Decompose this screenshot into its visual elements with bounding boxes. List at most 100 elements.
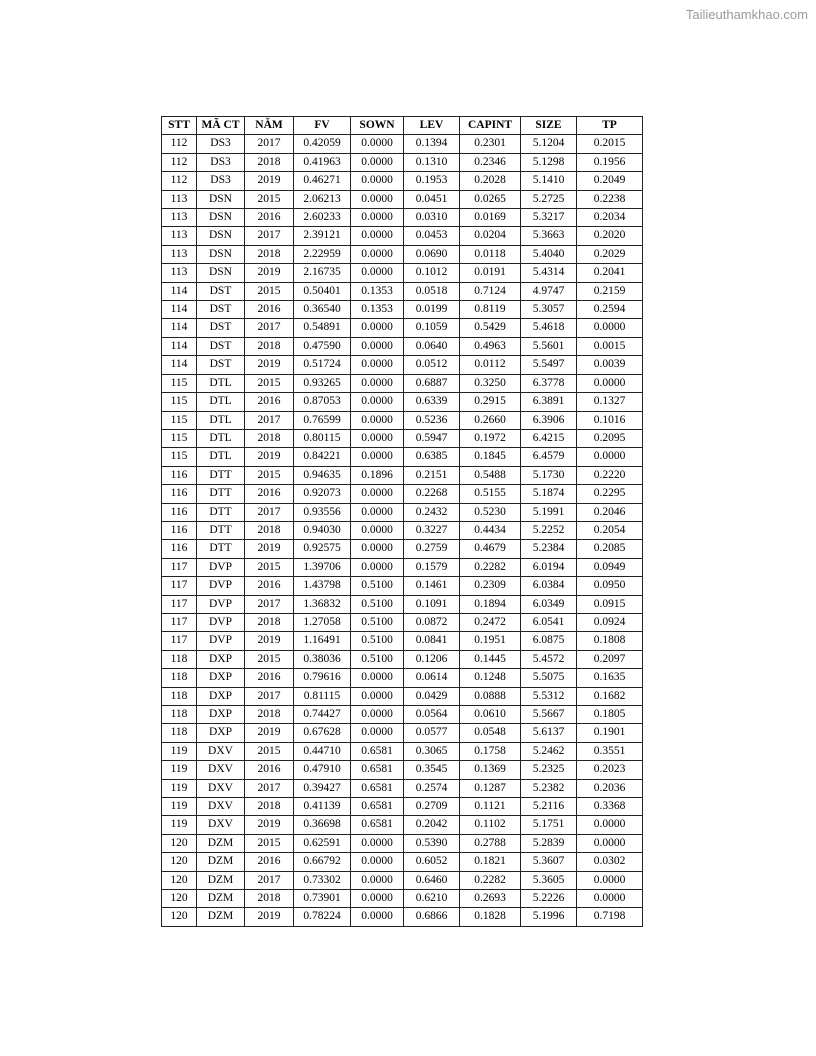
table-cell: 0.1445: [459, 649, 521, 670]
table-cell: DTT: [196, 502, 245, 522]
table-row: 118 DXP 2016 0.79616 0.0000 0.0614 0.1248 5.507…: [161, 668, 643, 688]
table-cell: 0.1901: [576, 723, 643, 743]
table-cell: 0.0000: [350, 520, 404, 541]
table-cell: 6.0349: [520, 594, 577, 614]
table-cell: 116: [161, 539, 197, 559]
table-cell: 2018: [244, 612, 294, 633]
table-cell: 0.5488: [459, 465, 521, 486]
table-cell: DTT: [196, 465, 245, 486]
table-cell: 0.2301: [459, 134, 521, 154]
table-cell: 0.1394: [403, 134, 460, 154]
table-cell: 2.22959: [293, 244, 351, 265]
table-cell: 0.0548: [459, 723, 521, 743]
table-cell: DS3: [196, 171, 245, 191]
table-cell: 0.0000: [350, 189, 404, 210]
column-header: NĂM: [244, 115, 294, 136]
table-cell: 2015: [244, 373, 294, 394]
table-cell: 112: [161, 152, 197, 173]
table-cell: 6.3778: [520, 373, 577, 394]
table-cell: 5.4040: [520, 244, 577, 265]
table-cell: 0.0640: [403, 336, 460, 357]
table-cell: 0.0118: [459, 244, 521, 265]
table-cell: 0.1808: [576, 631, 643, 651]
table-cell: 0.8119: [459, 300, 521, 320]
table-cell: 0.0000: [350, 355, 404, 375]
table-cell: 0.4679: [459, 539, 521, 559]
table-cell: 115: [161, 447, 197, 467]
table-row: 120 DZM 2017 0.73302 0.0000 0.6460 0.2282 5.360…: [161, 870, 643, 891]
table-row: 115 DTL 2019 0.84221 0.0000 0.6385 0.1845 6.457…: [161, 447, 643, 467]
table-cell: 2018: [244, 336, 294, 357]
table-cell: 2018: [244, 704, 294, 725]
table-cell: 0.2020: [576, 226, 643, 246]
table-cell: 0.0000: [350, 889, 404, 909]
table-row: 112 DS3 2018 0.41963 0.0000 0.1310 0.2346 5.129…: [161, 152, 643, 173]
table-header-row: STT MÃ CT NĂM FV SOWN LEV CAPINT SIZE TP: [161, 115, 643, 136]
table-cell: 2017: [244, 502, 294, 522]
table-cell: 0.42059: [293, 134, 351, 154]
table-row: 116 DTT 2019 0.92575 0.0000 0.2759 0.4679 5.238…: [161, 539, 643, 559]
table-cell: 0.41139: [293, 797, 351, 817]
table-row: 117 DVP 2015 1.39706 0.0000 0.1579 0.2282 6.019…: [161, 557, 643, 578]
table-cell: 5.2382: [520, 778, 577, 799]
table-cell: 0.2309: [459, 576, 521, 596]
column-header: TP: [576, 115, 643, 136]
table-cell: 0.2042: [403, 815, 460, 835]
table-cell: 0.2693: [459, 889, 521, 909]
table-cell: 115: [161, 373, 197, 394]
table-cell: 0.51724: [293, 355, 351, 375]
table-cell: 0.1206: [403, 649, 460, 670]
table-cell: DVP: [196, 594, 245, 614]
table-row: 112 DS3 2017 0.42059 0.0000 0.1394 0.2301 5.120…: [161, 134, 643, 154]
table-cell: 0.6581: [350, 778, 404, 799]
table-cell: 0.2594: [576, 300, 643, 320]
table-cell: 119: [161, 760, 197, 780]
table-cell: 0.3368: [576, 797, 643, 817]
table-row: 115 DTL 2016 0.87053 0.0000 0.6339 0.2915 6.389…: [161, 392, 643, 412]
table-cell: 5.3057: [520, 300, 577, 320]
table-cell: 0.5155: [459, 484, 521, 504]
table-cell: 5.3605: [520, 870, 577, 891]
table-cell: 0.0841: [403, 631, 460, 651]
table-cell: 0.0000: [350, 907, 404, 927]
table-cell: DSN: [196, 244, 245, 265]
table-cell: 0.0112: [459, 355, 521, 375]
table-cell: 0.0000: [350, 668, 404, 688]
table-cell: 0.0000: [350, 723, 404, 743]
table-cell: 6.0384: [520, 576, 577, 596]
table-cell: DS3: [196, 152, 245, 173]
table-cell: 115: [161, 410, 197, 430]
table-cell: 117: [161, 631, 197, 651]
table-cell: 0.0000: [350, 244, 404, 265]
table-cell: 0.0000: [350, 263, 404, 283]
table-cell: 2018: [244, 244, 294, 265]
table-cell: 117: [161, 594, 197, 614]
table-cell: 0.92575: [293, 539, 351, 559]
table-cell: 0.92073: [293, 484, 351, 504]
table-cell: 0.3227: [403, 520, 460, 541]
table-cell: 0.0000: [576, 870, 643, 891]
table-cell: DTT: [196, 520, 245, 541]
table-cell: 0.6210: [403, 889, 460, 909]
table-row: 118 DXP 2018 0.74427 0.0000 0.0564 0.0610 5.566…: [161, 704, 643, 725]
table-cell: 120: [161, 889, 197, 909]
table-cell: 0.2268: [403, 484, 460, 504]
table-cell: 0.0000: [576, 889, 643, 909]
table-cell: 0.1327: [576, 392, 643, 412]
table-cell: 0.1821: [459, 852, 521, 872]
table-cell: 0.0000: [350, 502, 404, 522]
table-cell: 0.5230: [459, 502, 521, 522]
table-cell: 114: [161, 281, 197, 302]
table-cell: 0.0000: [576, 815, 643, 835]
table-row: 119 DXV 2019 0.36698 0.6581 0.2042 0.1102 5.175…: [161, 815, 643, 835]
table-cell: 0.81115: [293, 686, 351, 707]
table-cell: 0.2029: [576, 244, 643, 265]
table-cell: 0.0000: [350, 833, 404, 854]
table-cell: 0.54891: [293, 318, 351, 338]
data-table: STT MÃ CT NĂM FV SOWN LEV CAPINT SIZE TP 112 DS3 2…: [161, 115, 643, 927]
table-cell: 0.38036: [293, 649, 351, 670]
table-row: 116 DTT 2018 0.94030 0.0000 0.3227 0.4434 5.225…: [161, 520, 643, 541]
table-cell: 0.1635: [576, 668, 643, 688]
table-row: 114 DST 2018 0.47590 0.0000 0.0640 0.4963 5.560…: [161, 336, 643, 357]
table-cell: 0.0610: [459, 704, 521, 725]
